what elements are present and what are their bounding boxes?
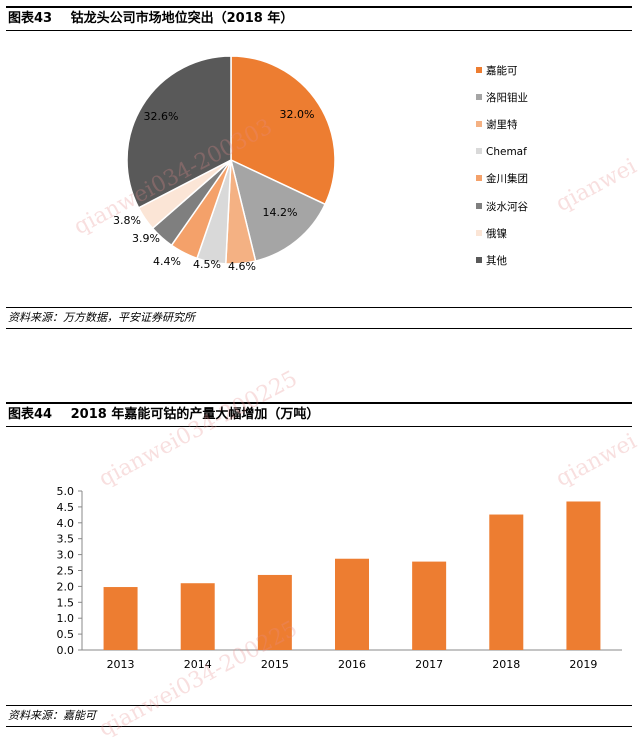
pie-data-label: 3.8% — [113, 214, 141, 227]
fig44-source: 资料来源：嘉能可 — [6, 705, 632, 727]
legend-label: 洛阳钼业 — [486, 92, 528, 104]
legend-item: 嘉能可 — [476, 64, 518, 78]
legend-item: Chemaf — [476, 145, 527, 159]
bar — [180, 583, 215, 650]
legend-label: 其他 — [486, 255, 507, 267]
pie-slice — [229, 158, 327, 262]
fig43-number: 图表43 — [8, 11, 53, 26]
bar — [566, 501, 601, 650]
legend-label: 嘉能可 — [486, 65, 518, 77]
legend-swatch — [476, 121, 482, 127]
y-tick-label: 0.0 — [57, 644, 75, 657]
x-tick-label: 2013 — [107, 658, 135, 671]
bar — [335, 558, 369, 650]
bar — [489, 514, 524, 650]
legend-item: 俄镍 — [476, 227, 507, 241]
legend-label: 谢里特 — [486, 119, 518, 131]
x-tick-label: 2017 — [415, 658, 443, 671]
fig44-title: 2018 年嘉能可钴的产量大幅增加（万吨） — [70, 407, 320, 422]
legend-item: 洛阳钼业 — [476, 91, 528, 105]
pie-slice — [126, 55, 232, 209]
y-tick-label: 2.5 — [57, 565, 75, 578]
pie-data-label: 14.2% — [263, 206, 298, 219]
y-tick-label: 3.0 — [57, 549, 75, 562]
legend-swatch — [476, 148, 482, 154]
pie-data-label: 4.4% — [153, 255, 181, 268]
x-tick-label: 2015 — [261, 658, 289, 671]
fig43-source: 资料来源：万方数据，平安证券研究所 — [6, 307, 632, 329]
pie-data-label: 4.5% — [193, 258, 221, 271]
fig43-source-text: 资料来源：万方数据，平安证券研究所 — [8, 311, 195, 324]
y-tick-label: 3.5 — [57, 533, 75, 546]
fig44-source-text: 资料来源：嘉能可 — [8, 709, 96, 722]
legend-item: 金川集团 — [476, 172, 528, 186]
legend-swatch — [476, 94, 482, 100]
legend-swatch — [476, 257, 482, 263]
pie-data-label: 32.0% — [280, 108, 315, 121]
pie-chart: 32.0% 14.2% 4.6% 4.5% 4.4% 3.9% 3.8% 32.6% — [113, 55, 336, 273]
fig43-title: 钴龙头公司市场地位突出（2018 年） — [70, 11, 294, 26]
fig44-number: 图表44 — [8, 407, 53, 422]
pie-data-label: 32.6% — [144, 110, 179, 123]
legend-swatch — [476, 203, 482, 209]
bar — [257, 574, 292, 650]
y-tick-label: 5.0 — [57, 485, 75, 498]
bar-chart: 0.0 0.5 1.0 1.5 2.0 2.5 3.0 3.5 4.0 4.5 5.0 2013 201… — [57, 485, 622, 671]
x-tick-label: 2016 — [338, 658, 366, 671]
legend-item: 淡水河谷 — [476, 200, 528, 214]
pie-slice — [230, 55, 336, 206]
legend-swatch — [476, 230, 482, 236]
bar — [412, 561, 447, 650]
legend-item: 其他 — [476, 254, 507, 268]
y-tick-label: 1.0 — [57, 612, 75, 625]
x-tick-label: 2018 — [492, 658, 520, 671]
legend-item: 谢里特 — [476, 118, 518, 132]
legend-label: 淡水河谷 — [486, 201, 528, 213]
fig44-header: 图表44 2018 年嘉能可钴的产量大幅增加（万吨） — [6, 402, 632, 427]
pie-data-label: 3.9% — [132, 232, 160, 245]
bar — [103, 587, 138, 650]
fig43-header: 图表43 钴龙头公司市场地位突出（2018 年） — [6, 6, 632, 31]
x-tick-label: 2014 — [184, 658, 212, 671]
legend-label: 金川集团 — [486, 173, 528, 185]
legend-label: 俄镍 — [486, 228, 507, 240]
y-tick-label: 2.0 — [57, 580, 75, 593]
y-tick-label: 1.5 — [57, 596, 75, 609]
pie-data-label: 4.6% — [228, 260, 256, 273]
y-tick-label: 0.5 — [57, 628, 75, 641]
y-tick-label: 4.0 — [57, 517, 75, 530]
x-tick-label: 2019 — [569, 658, 597, 671]
legend-swatch — [476, 175, 482, 181]
legend-label: Chemaf — [486, 146, 527, 158]
legend-swatch — [476, 67, 482, 73]
y-tick-label: 4.5 — [57, 501, 75, 514]
